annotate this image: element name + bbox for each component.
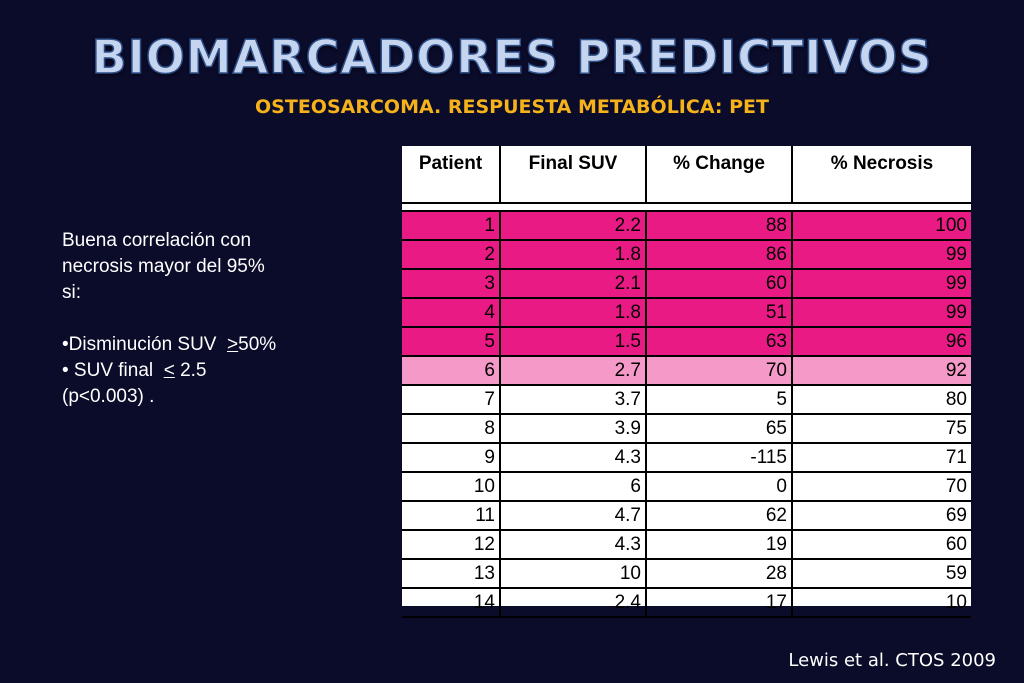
table-cell: 5 <box>647 386 793 413</box>
slide-subtitle: OSTEOSARCOMA. RESPUESTA METABÓLICA: PET <box>255 96 769 118</box>
table-cell: 51 <box>647 299 793 326</box>
table-row: 1 2.2 88 100 <box>402 212 971 241</box>
table-row: 13 10 28 59 <box>402 560 971 589</box>
table-cell: 1.5 <box>501 328 647 355</box>
table-cell: 69 <box>945 505 967 526</box>
table-cell: 1 <box>402 212 501 239</box>
table-cell: 2.2 <box>501 212 647 239</box>
note-bullet-suv-final: • SUV final < 2.5 <box>62 360 207 381</box>
table-cell: 10 <box>501 560 647 587</box>
table-row: 10 6 0 70 <box>402 473 971 502</box>
table-cell: 0 <box>647 473 793 500</box>
table-cell: 100 <box>935 215 967 236</box>
table-cell: 19 <box>647 531 793 558</box>
note-line: necrosis mayor del 95% <box>62 256 265 277</box>
table-cell: 75 <box>945 418 967 439</box>
table-cell: 59 <box>945 563 967 584</box>
table-cell: 99 <box>945 302 967 323</box>
slide-title: BIOMARCADORES PREDICTIVOS <box>91 29 933 85</box>
notes-text-block: Buena correlación con necrosis mayor del… <box>62 228 362 410</box>
table-cell: 10 <box>945 592 967 613</box>
table-cell: 11 <box>402 502 501 529</box>
table-row: 5 1.5 63 96 <box>402 328 971 357</box>
table-cell: 2.7 <box>501 357 647 384</box>
table-cell: 65 <box>647 415 793 442</box>
table-row: 4 1.8 51 99 <box>402 299 971 328</box>
table-cell: 2.4 <box>501 589 647 616</box>
table-cell: 3.9 <box>501 415 647 442</box>
note-line: Buena correlación con <box>62 230 252 251</box>
table-cell: 86 <box>647 241 793 268</box>
table-cell: 2 <box>402 241 501 268</box>
table-row: 14 2.4 17 10 <box>402 589 971 618</box>
table-row: 3 2.1 60 99 <box>402 270 971 299</box>
table-cell: 99 <box>945 244 967 265</box>
table-cell: 28 <box>647 560 793 587</box>
table-cell: 1.8 <box>501 241 647 268</box>
table-row: 7 3.7 5 80 <box>402 386 971 415</box>
table-row: 12 4.3 19 60 <box>402 531 971 560</box>
table-cell: 17 <box>647 589 793 616</box>
header-patient: Patient <box>402 146 501 202</box>
table-cell: 71 <box>945 447 967 468</box>
note-pvalue: (p<0.003) . <box>62 386 155 407</box>
note-line: si: <box>62 282 81 303</box>
table-cell: 4.3 <box>501 531 647 558</box>
table-cell: 14 <box>402 589 501 616</box>
table-cell: 60 <box>945 534 967 555</box>
table-cell: 6 <box>402 357 501 384</box>
table-body: 1 2.2 88 100 2 1.8 86 99 3 2.1 60 99 4 1.8 51 99 5 1.5 63 9… <box>402 210 971 618</box>
table-cell: 4.7 <box>501 502 647 529</box>
table-cell: 4 <box>402 299 501 326</box>
table-cell: 92 <box>945 360 967 381</box>
table-cell: 7 <box>402 386 501 413</box>
table-cell: 62 <box>647 502 793 529</box>
table-cell: 10 <box>402 473 501 500</box>
table-cell: 12 <box>402 531 501 558</box>
table-cell: 70 <box>647 357 793 384</box>
table-cell: -115 <box>647 444 793 471</box>
table-cell: 6 <box>501 473 647 500</box>
note-bullet-suv-decrease: •Disminución SUV >50% <box>62 334 277 355</box>
header-final-suv: Final SUV <box>501 146 647 202</box>
table-cell: 60 <box>647 270 793 297</box>
table-cell: 5 <box>402 328 501 355</box>
table-cell: 9 <box>402 444 501 471</box>
table-row: 11 4.7 62 69 <box>402 502 971 531</box>
reference-citation: Lewis et al. CTOS 2009 <box>788 650 996 671</box>
header-change: % Change <box>647 146 793 202</box>
table-cell: 96 <box>945 331 967 352</box>
table-row: 9 4.3 -115 71 <box>402 444 971 473</box>
table-cell: 4.3 <box>501 444 647 471</box>
table-cell: 3 <box>402 270 501 297</box>
table-header: Patient Final SUV % Change % Necrosis <box>402 146 971 204</box>
table-cell: 80 <box>945 389 967 410</box>
table-cell: 13 <box>402 560 501 587</box>
table-cell: 1.8 <box>501 299 647 326</box>
table-row: 6 2.7 70 92 <box>402 357 971 386</box>
table-cell: 88 <box>647 212 793 239</box>
table-cell: 3.7 <box>501 386 647 413</box>
table-cell: 8 <box>402 415 501 442</box>
header-necrosis: % Necrosis <box>830 153 934 174</box>
table-cell: 63 <box>647 328 793 355</box>
table-cell: 99 <box>945 273 967 294</box>
table-row: 8 3.9 65 75 <box>402 415 971 444</box>
table-cell: 2.1 <box>501 270 647 297</box>
table-cell: 70 <box>945 476 967 497</box>
table-row: 2 1.8 86 99 <box>402 241 971 270</box>
